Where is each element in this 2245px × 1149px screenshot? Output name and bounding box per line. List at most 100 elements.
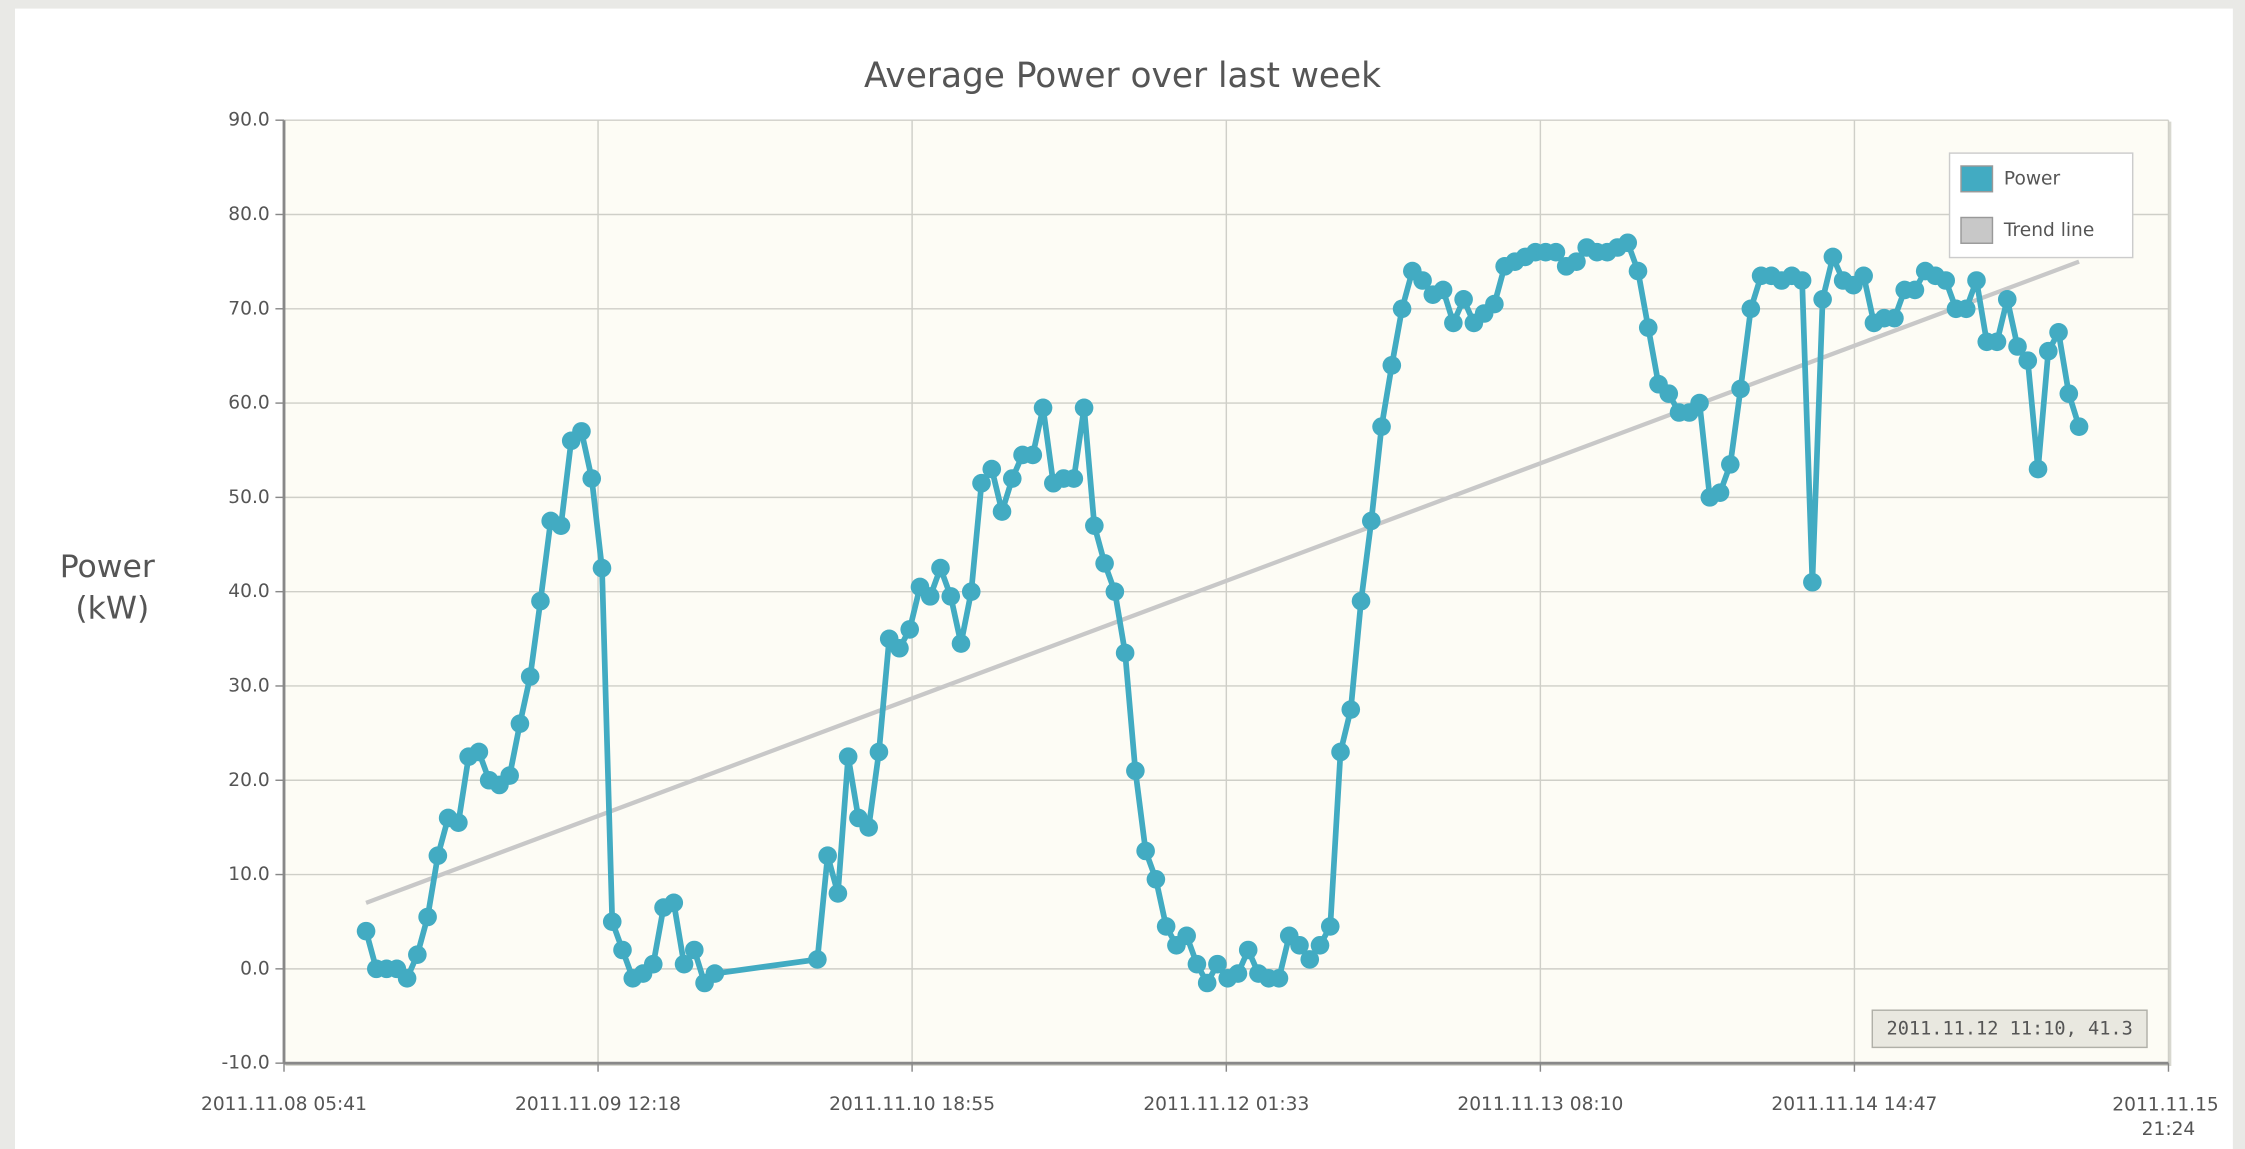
point	[1074, 398, 1094, 418]
point	[449, 813, 468, 832]
point	[951, 634, 971, 653]
y-tick-label: 30.0	[228, 675, 269, 696]
point	[941, 587, 961, 606]
point	[818, 846, 837, 865]
point	[931, 558, 950, 578]
point	[1792, 271, 1812, 290]
point	[1936, 271, 1956, 290]
point	[1433, 280, 1453, 300]
point	[2069, 417, 2089, 436]
point	[428, 846, 448, 865]
point	[890, 638, 909, 658]
y-axis-label: Power (kW)	[60, 549, 165, 626]
y-tick-label: 0.0	[240, 958, 270, 979]
tooltip-text: 2011.11.12 11:10, 41.3	[1887, 1018, 2133, 1039]
point	[1823, 247, 1843, 267]
x-tick-label: 2011.11.10 18:55	[829, 1094, 995, 1115]
point	[1177, 926, 1196, 946]
point	[2008, 337, 2027, 356]
point	[1382, 356, 1402, 375]
chart-title: Average Power over last week	[864, 56, 1381, 96]
point	[1731, 379, 1750, 399]
point	[664, 893, 684, 913]
point	[500, 766, 519, 785]
trend-line	[365, 259, 2080, 905]
point	[1126, 761, 1145, 781]
point	[1290, 935, 1309, 955]
point	[1813, 290, 1832, 309]
point	[1567, 252, 1586, 271]
point	[1310, 935, 1330, 955]
point	[2028, 459, 2048, 479]
point	[1392, 299, 1412, 319]
point	[1187, 954, 1207, 974]
point	[1987, 332, 2007, 352]
point	[982, 459, 1002, 479]
y-tick-label: 20.0	[228, 770, 269, 791]
y-tick-label: -10.0	[222, 1053, 270, 1074]
point	[582, 469, 602, 488]
legend-label: Trend line	[2003, 220, 2094, 241]
point	[828, 884, 848, 903]
point	[1331, 742, 1350, 762]
point	[510, 714, 530, 733]
point	[1361, 511, 1381, 531]
point	[1351, 591, 1371, 611]
point	[1710, 483, 1730, 502]
x-tick-label: 2011.11.15 21:24	[2112, 1094, 2224, 1139]
point	[1002, 469, 1022, 488]
y-tick-label: 10.0	[228, 864, 269, 885]
point	[1967, 271, 1986, 290]
y-tick-label: 80.0	[228, 204, 269, 225]
point	[869, 742, 889, 762]
point	[613, 940, 632, 960]
marks	[356, 233, 2089, 993]
point	[1341, 700, 1361, 719]
point	[808, 950, 827, 969]
point	[418, 907, 437, 927]
point	[1105, 582, 1125, 601]
tooltip: 2011.11.12 11:10, 41.3	[1871, 1009, 2148, 1049]
point	[469, 742, 489, 762]
point	[1628, 261, 1648, 281]
point	[674, 954, 694, 974]
y-tick-label: 60.0	[228, 393, 269, 414]
point	[838, 747, 858, 766]
legend-swatch	[1960, 165, 1994, 193]
point	[2038, 341, 2058, 361]
point	[1023, 445, 1043, 465]
labels: -10.0 0.0 10.0 20.0 30.0 40.0 50.0 60.0 70.0 80.0…	[60, 110, 2225, 1140]
point	[1064, 469, 1084, 488]
point	[1269, 968, 1289, 988]
x-tick-label: 2011.11.12 01:33	[1143, 1094, 1309, 1115]
point	[1372, 417, 1391, 436]
point	[602, 912, 622, 932]
point	[961, 582, 981, 601]
point	[1690, 393, 1709, 413]
point	[992, 502, 1012, 521]
point	[551, 516, 571, 535]
point	[705, 964, 725, 983]
point	[1546, 242, 1566, 262]
point	[1228, 964, 1248, 983]
point	[1156, 917, 1176, 936]
point	[1444, 313, 1463, 333]
point	[685, 940, 704, 960]
grid	[275, 119, 2170, 1072]
legend-label: Power	[2004, 168, 2061, 189]
point	[2049, 323, 2068, 342]
point	[1454, 290, 1473, 309]
point	[1033, 398, 1053, 418]
legend-swatch	[1960, 216, 1994, 244]
y-tick-label: 70.0	[228, 298, 269, 319]
point	[1320, 917, 1340, 936]
point	[1095, 554, 1114, 573]
point	[1741, 299, 1761, 319]
point	[2059, 384, 2079, 403]
y-tick-label: 40.0	[228, 581, 269, 602]
point	[1905, 280, 1925, 300]
point	[592, 558, 612, 578]
x-tick-label: 2011.11.14 14:47	[1771, 1094, 1937, 1115]
